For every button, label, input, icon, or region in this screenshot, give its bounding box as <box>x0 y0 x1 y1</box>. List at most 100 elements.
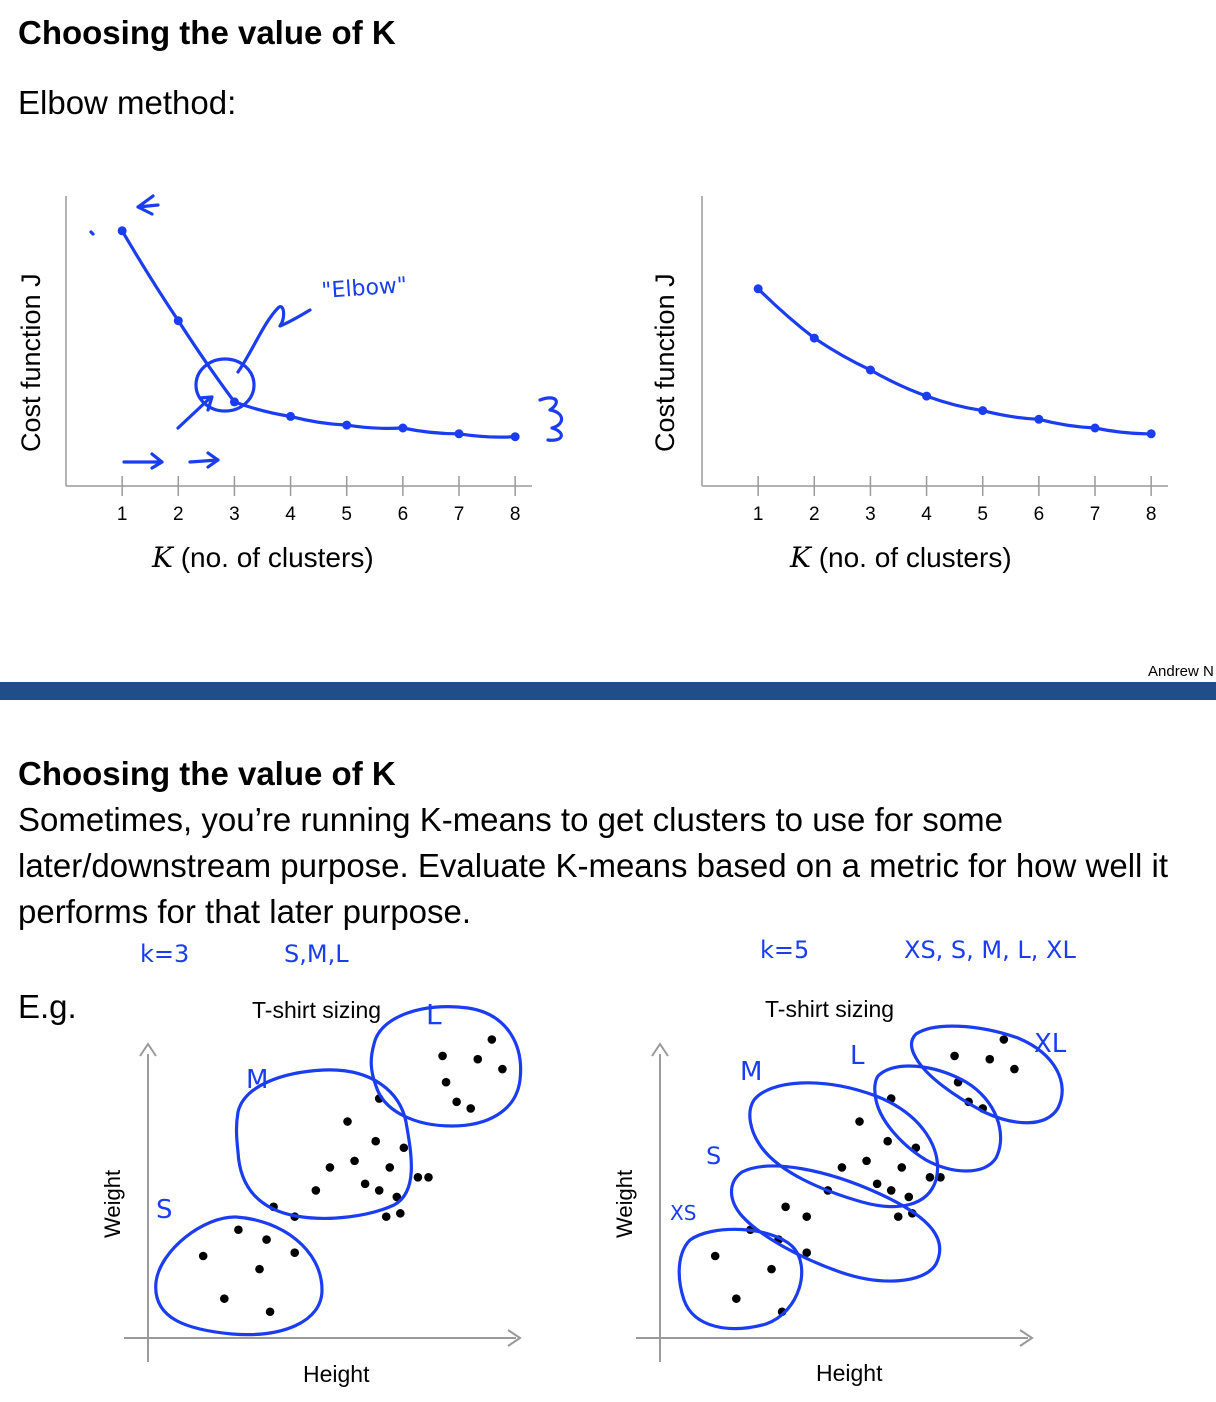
sml-label: S,M,L <box>284 940 349 968</box>
elbow-charts-svg: 1 2 3 4 5 6 7 8 1 2 3 4 5 6 7 8 "Elbow" <box>65 194 1168 525</box>
s2-points-point <box>781 1202 790 1212</box>
l-label: L <box>426 998 442 1031</box>
c1-tick-label: 1 <box>117 504 128 525</box>
author-credit: Andrew N <box>1148 663 1214 680</box>
chart1-xlabel-k: K <box>152 541 173 574</box>
c2-data-point <box>753 284 763 294</box>
chart1-series <box>117 226 520 442</box>
c1-tick-label: 6 <box>398 504 409 525</box>
s1-points-point <box>265 1307 275 1317</box>
s1-points-point <box>466 1104 476 1113</box>
s1-points-point <box>399 1143 409 1153</box>
cluster-s-outline <box>154 1215 324 1337</box>
s2-points-point <box>1010 1064 1019 1074</box>
c2-tick-label: 5 <box>977 504 988 525</box>
chart2-series <box>753 284 1156 439</box>
scatter2-xlabel: Height <box>816 1360 883 1386</box>
c2-data-point <box>1034 414 1044 424</box>
s1-points-point <box>325 1163 335 1172</box>
s1-points-point <box>290 1248 300 1258</box>
s2-points-point <box>710 1251 720 1261</box>
elbow-pointer-scribble <box>236 305 312 374</box>
chart2-tick-labels: 1 2 3 4 5 6 7 8 <box>753 504 1157 525</box>
s2-points-point <box>802 1212 812 1221</box>
eg-label: E.g. <box>18 988 77 1025</box>
xs-xl-label: XS, S, M, L, XL <box>904 936 1076 964</box>
s1-points-point <box>220 1294 229 1303</box>
s1-points-point <box>262 1235 271 1244</box>
chart1-ticks <box>121 476 516 496</box>
c2-tick-label: 3 <box>865 504 876 525</box>
s2-points-point <box>732 1294 741 1303</box>
arrow-annotation-icon <box>136 194 160 216</box>
slide2-body-text: Sometimes, you’re running K-means to get… <box>18 801 1169 930</box>
c2-data-point <box>978 406 988 416</box>
c1-data-point <box>173 316 183 326</box>
s2-points-point <box>883 1136 892 1146</box>
s-label: S <box>156 1195 173 1225</box>
c2-data-point <box>809 333 819 343</box>
s1-points-point <box>438 1051 447 1061</box>
scatter1-points <box>198 1035 507 1317</box>
s1-points-point <box>350 1156 359 1166</box>
s2-points-point <box>999 1035 1009 1044</box>
chart1-tick-labels: 1 2 3 4 5 6 7 8 <box>117 504 521 525</box>
s1-points-point <box>452 1097 461 1107</box>
scatter2-axes <box>636 1042 1034 1362</box>
c1-data-point <box>398 423 408 433</box>
brace-annotation-icon <box>538 396 564 442</box>
xs-label: XS <box>670 1201 696 1225</box>
m2-label: M <box>740 1057 762 1087</box>
s1-points-point <box>343 1117 352 1126</box>
s2-label: S <box>706 1142 721 1170</box>
s1-points-point <box>385 1163 395 1172</box>
c1-data-point <box>510 432 520 442</box>
c1-data-point <box>454 429 464 439</box>
cluster-xl-outline <box>909 1024 1064 1125</box>
chart1-xlabel: K (no. of clusters) <box>152 541 374 574</box>
right-arrows-icon <box>122 451 220 470</box>
s1-points-point <box>413 1172 423 1182</box>
ink-dot-icon <box>89 230 95 236</box>
s1-points-point <box>396 1209 405 1218</box>
c2-data-point <box>1090 423 1100 433</box>
s1-points-point <box>311 1186 321 1195</box>
slide2-title: Choosing the value of K <box>18 755 396 792</box>
cluster-xs-outline <box>677 1227 804 1331</box>
c1-data-point <box>286 411 296 421</box>
s2-points-point <box>767 1264 776 1274</box>
elbow-method-subtitle: Elbow method: <box>18 84 237 121</box>
s2-points-point <box>837 1163 847 1172</box>
slide1-title: Choosing the value of K <box>18 14 396 51</box>
l2-label: L <box>850 1041 865 1071</box>
s1-points-point <box>441 1077 451 1087</box>
c1-series-line <box>120 229 517 439</box>
s1-points-point <box>392 1192 402 1202</box>
s1-points-point <box>360 1179 370 1189</box>
cluster-l2-outline <box>873 1064 1003 1173</box>
scatter1-title: T-shirt sizing <box>252 997 382 1023</box>
elbow-label: "Elbow" <box>321 273 408 304</box>
c1-data-point <box>229 397 239 407</box>
c2-data-point <box>1146 429 1156 439</box>
c2-series-line <box>756 287 1153 436</box>
chart2-xlabel: K (no. of clusters) <box>790 541 1012 574</box>
s2-points-point <box>925 1172 935 1182</box>
s1-points-point <box>473 1054 483 1064</box>
c1-tick-label: 7 <box>454 504 465 525</box>
c2-tick-label: 6 <box>1034 504 1045 525</box>
scatter2-title: T-shirt sizing <box>765 996 895 1022</box>
s2-points-point <box>886 1186 896 1195</box>
cluster-m2-outline <box>748 1081 940 1209</box>
chart2-ticks <box>757 476 1152 496</box>
s2-points-point <box>904 1192 914 1202</box>
scatter1-xlabel: Height <box>303 1361 370 1387</box>
c1-tick-label: 3 <box>229 504 240 525</box>
c2-data-point <box>865 365 875 375</box>
s1-points-point <box>255 1264 264 1274</box>
s1-points-point <box>498 1064 507 1074</box>
s1-points-point <box>374 1186 384 1195</box>
xl-label: XL <box>1034 1029 1067 1059</box>
c2-tick-label: 8 <box>1146 504 1157 525</box>
c1-tick-label: 8 <box>510 504 521 525</box>
